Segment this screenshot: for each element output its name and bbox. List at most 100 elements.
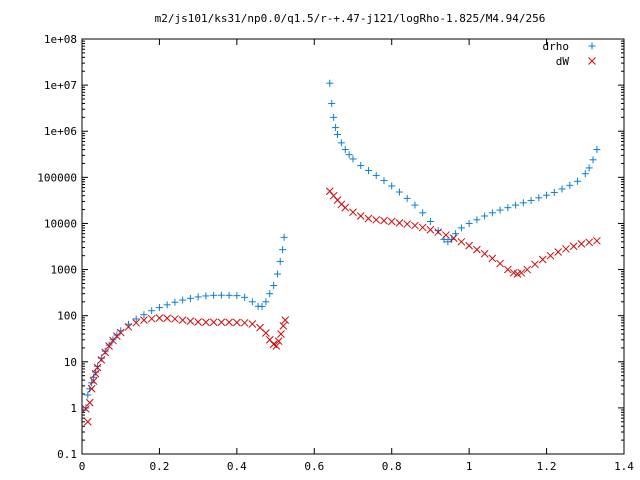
x-axis: 0 0.2 0.4 0.6 0.8 1 1.2 1.4: [79, 39, 634, 473]
data-point-dw: [418, 223, 427, 232]
data-point-drho: [270, 282, 278, 290]
x-tick-label: 0.8: [382, 460, 402, 473]
legend-marker-drho: [588, 42, 596, 50]
data-point-drho: [593, 146, 601, 154]
data-point-drho: [434, 227, 442, 235]
data-point-drho: [113, 331, 121, 339]
data-point-dw: [194, 318, 202, 326]
data-point-dw: [147, 314, 156, 323]
data-point-drho: [372, 171, 380, 179]
data-point-drho: [345, 151, 353, 159]
data-point-dw: [240, 318, 249, 327]
x-tick-label: 1: [466, 460, 473, 473]
data-point-drho: [388, 182, 396, 190]
data-point-drho: [328, 99, 336, 107]
data-point-drho: [589, 156, 597, 164]
data-point-dw: [380, 216, 388, 225]
data-point-dw: [387, 217, 396, 226]
series-layer: [82, 79, 601, 426]
data-point-drho: [488, 209, 496, 217]
data-point-drho: [332, 124, 340, 132]
data-point-dw: [449, 234, 458, 242]
data-point-dw: [140, 316, 148, 324]
data-point-dw: [105, 342, 113, 350]
data-point-dw: [504, 265, 512, 274]
data-point-drho: [585, 164, 593, 172]
data-point-drho: [210, 291, 218, 299]
y-tick-label: 10: [64, 356, 77, 369]
data-point-dw: [480, 249, 489, 258]
legend: drho dW: [543, 40, 596, 68]
chart-title: m2/js101/ks31/np0.0/q1.5/r-+.47-j121/log…: [155, 12, 546, 25]
data-point-drho: [155, 304, 163, 312]
data-point-dw: [163, 314, 172, 323]
data-point-drho: [163, 301, 171, 309]
data-point-dw: [217, 318, 226, 327]
data-point-drho: [105, 341, 113, 349]
y-tick-label: 100000: [37, 171, 77, 184]
data-point-dw: [209, 318, 218, 327]
data-point-dw: [93, 363, 102, 372]
data-point-drho: [527, 196, 535, 204]
data-point-dw: [97, 356, 106, 364]
data-point-dw: [116, 328, 125, 337]
data-point-dw: [593, 236, 601, 245]
data-point-drho: [566, 181, 574, 189]
y-tick-label: 1000: [51, 264, 78, 277]
data-point-drho: [465, 219, 473, 227]
data-point-dw: [281, 316, 290, 324]
data-point-drho: [248, 298, 256, 306]
data-point-drho: [217, 291, 225, 299]
data-point-dw: [426, 225, 435, 234]
data-point-drho: [519, 199, 527, 207]
data-point-drho: [274, 270, 282, 278]
data-point-drho: [186, 294, 194, 302]
data-point-dw: [132, 318, 141, 327]
data-point-dw: [279, 322, 288, 330]
data-point-dw: [186, 317, 195, 326]
data-point-dw: [434, 228, 443, 236]
data-point-dw: [473, 245, 481, 254]
data-point-drho: [241, 293, 249, 301]
y-axis: 0.1 1 10 100 1000 10000 100000 1e+06 1e+07 1e+08: [37, 33, 624, 461]
data-point-drho: [419, 209, 427, 217]
data-point-dw: [523, 265, 532, 274]
x-tick-label: 0.6: [304, 460, 324, 473]
x-tick-label: 0.4: [227, 460, 247, 473]
x-tick-label: 0.2: [149, 460, 169, 473]
data-point-dw: [569, 242, 578, 251]
data-point-drho: [349, 155, 357, 163]
y-tick-label: 1: [70, 402, 77, 415]
data-point-drho: [84, 391, 92, 399]
data-point-drho: [140, 311, 148, 319]
data-point-dw: [272, 342, 281, 350]
data-point-drho: [101, 347, 109, 355]
data-point-drho: [330, 113, 338, 121]
data-point-dw: [372, 215, 381, 224]
data-point-drho: [179, 296, 187, 304]
data-point-drho: [279, 246, 287, 254]
data-point-drho: [341, 146, 349, 154]
data-point-drho: [82, 404, 90, 412]
data-point-drho: [233, 292, 241, 300]
legend-label-dw: dW: [556, 55, 570, 68]
data-point-dw: [531, 260, 539, 269]
data-point-dw: [233, 318, 241, 327]
data-point-drho: [97, 354, 105, 362]
data-point-dw: [457, 237, 466, 246]
data-point-drho: [262, 298, 270, 306]
data-point-drho: [481, 212, 489, 220]
plot-frame: [81, 38, 625, 455]
data-point-drho: [334, 130, 342, 138]
legend-marker-dw: [588, 57, 596, 65]
y-tick-label: 10000: [44, 217, 77, 230]
data-point-dw: [82, 405, 90, 413]
data-point-drho: [202, 292, 210, 300]
data-point-dw: [496, 259, 504, 268]
data-point-dw: [364, 214, 373, 223]
data-point-dw: [87, 384, 96, 393]
data-point-drho: [581, 170, 589, 178]
data-point-dw: [538, 255, 547, 264]
data-point-dw: [546, 251, 555, 260]
data-point-dw: [274, 337, 283, 346]
